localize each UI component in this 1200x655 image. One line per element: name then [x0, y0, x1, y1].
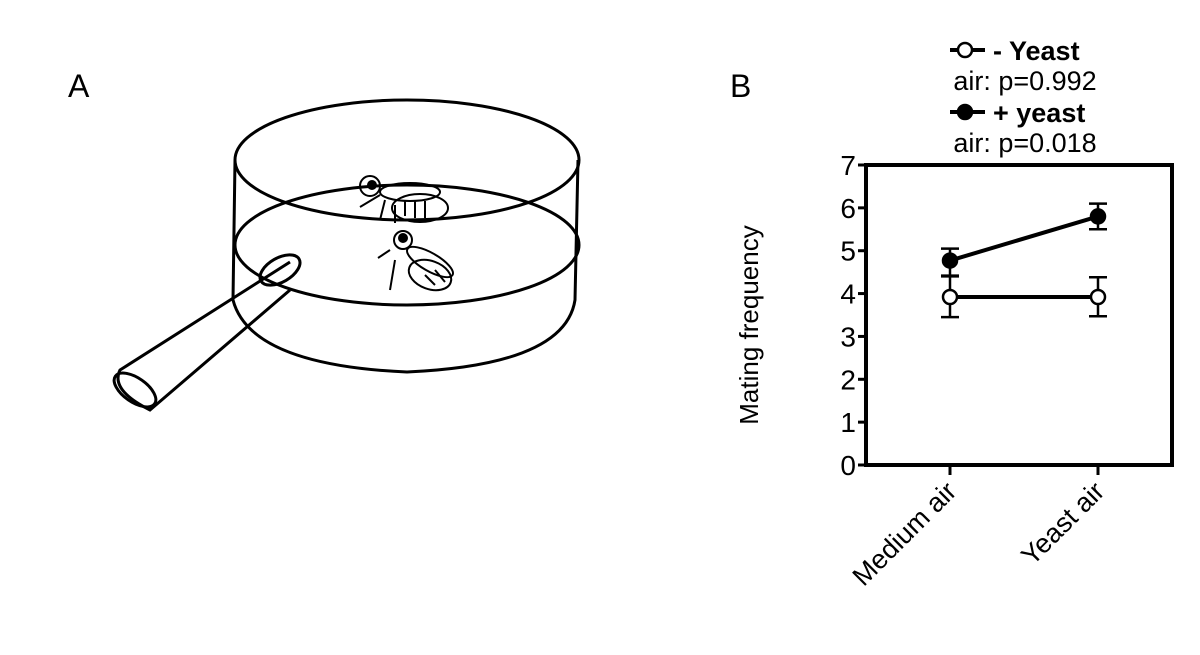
- fly-icon: [359, 175, 449, 223]
- legend-marker: [956, 41, 974, 59]
- x-tick-label: Yeast air: [1015, 476, 1110, 571]
- panel-a-label: A: [68, 68, 90, 104]
- series-filled: [941, 202, 1107, 277]
- x-tick-label: Medium air: [847, 476, 963, 592]
- data-point: [1089, 208, 1107, 225]
- y-tick-label: 7: [840, 150, 856, 181]
- y-tick-label: 5: [840, 236, 856, 267]
- data-point: [1089, 288, 1107, 306]
- fly-icon: [377, 230, 454, 292]
- plot-frame: [864, 163, 1174, 467]
- data-point: [941, 288, 959, 306]
- series-line: [949, 214, 1099, 263]
- series-open: [941, 275, 1107, 319]
- data-point: [941, 252, 959, 269]
- y-tick-label: 0: [840, 450, 856, 481]
- y-axis-label: Mating frequency: [734, 225, 764, 424]
- petri-dish-illustration: [112, 98, 581, 412]
- y-tick-label: 6: [840, 193, 856, 224]
- y-tick-label: 3: [840, 321, 856, 352]
- legend-label: + yeast: [993, 98, 1085, 128]
- legend-p-value: air: p=0.992: [953, 66, 1096, 96]
- y-tick-label: 2: [840, 364, 856, 395]
- legend-marker: [956, 103, 974, 121]
- y-tick-label: 1: [840, 407, 856, 438]
- legend-p-value: air: p=0.018: [953, 128, 1096, 158]
- panel-b-label: B: [730, 68, 752, 104]
- y-tick-label: 4: [840, 279, 856, 310]
- legend-label: - Yeast: [993, 36, 1080, 66]
